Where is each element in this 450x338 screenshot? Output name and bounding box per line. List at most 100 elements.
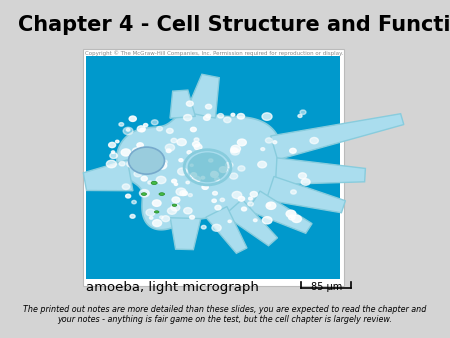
Circle shape: [286, 210, 296, 217]
Circle shape: [262, 113, 272, 120]
Circle shape: [253, 219, 257, 222]
Circle shape: [248, 202, 253, 206]
Circle shape: [211, 172, 218, 177]
Circle shape: [215, 205, 221, 210]
Circle shape: [186, 101, 194, 106]
Circle shape: [177, 139, 186, 146]
Circle shape: [123, 127, 133, 135]
Circle shape: [180, 191, 187, 196]
Circle shape: [149, 217, 153, 219]
Circle shape: [267, 203, 270, 206]
Circle shape: [238, 139, 246, 146]
Text: 85 μm: 85 μm: [310, 282, 342, 292]
Circle shape: [188, 152, 227, 182]
Polygon shape: [170, 90, 195, 118]
Circle shape: [310, 138, 318, 144]
Circle shape: [112, 151, 115, 153]
FancyBboxPatch shape: [86, 56, 340, 279]
Circle shape: [230, 148, 238, 153]
Circle shape: [127, 161, 135, 167]
Circle shape: [108, 142, 116, 148]
Circle shape: [166, 128, 173, 134]
Circle shape: [141, 176, 147, 181]
Circle shape: [212, 171, 216, 175]
Circle shape: [258, 161, 266, 168]
Circle shape: [157, 126, 162, 131]
Polygon shape: [266, 176, 346, 213]
Circle shape: [193, 142, 200, 147]
Circle shape: [129, 147, 165, 174]
Circle shape: [172, 179, 176, 183]
Circle shape: [184, 208, 192, 214]
Circle shape: [266, 138, 272, 143]
Text: Chapter 4 - Cell Structure and Function: Chapter 4 - Cell Structure and Function: [18, 15, 450, 35]
Ellipse shape: [141, 193, 147, 195]
Polygon shape: [275, 158, 365, 185]
Circle shape: [298, 173, 306, 179]
Text: amoeba, light micrograph: amoeba, light micrograph: [86, 281, 258, 293]
Ellipse shape: [151, 182, 157, 185]
Circle shape: [201, 176, 205, 179]
Circle shape: [266, 202, 276, 209]
Circle shape: [301, 179, 310, 185]
Circle shape: [140, 128, 145, 131]
Circle shape: [190, 127, 196, 132]
Circle shape: [261, 148, 265, 150]
Circle shape: [172, 197, 180, 203]
Circle shape: [206, 114, 211, 118]
Circle shape: [231, 113, 235, 116]
Circle shape: [288, 215, 295, 220]
Circle shape: [137, 143, 144, 148]
Polygon shape: [117, 110, 284, 230]
Text: The printed out notes are more detailed than these slides, you are expected to r: The printed out notes are more detailed …: [23, 305, 427, 324]
Circle shape: [228, 220, 231, 222]
Circle shape: [224, 117, 231, 123]
Circle shape: [182, 191, 188, 195]
Polygon shape: [186, 74, 219, 118]
Circle shape: [290, 148, 296, 153]
Circle shape: [160, 216, 163, 219]
Circle shape: [144, 123, 148, 127]
Circle shape: [153, 200, 161, 207]
Circle shape: [218, 114, 224, 118]
Circle shape: [165, 144, 175, 151]
FancyBboxPatch shape: [83, 49, 344, 286]
Circle shape: [219, 167, 227, 172]
Circle shape: [220, 198, 225, 201]
Circle shape: [139, 154, 146, 160]
Circle shape: [212, 224, 221, 231]
Circle shape: [106, 160, 117, 168]
Text: Copyright © The McGraw-Hill Companies, Inc. Permission required for reproduction: Copyright © The McGraw-Hill Companies, I…: [85, 51, 343, 56]
Circle shape: [157, 162, 167, 169]
Circle shape: [134, 171, 142, 177]
Circle shape: [194, 144, 202, 150]
Circle shape: [191, 173, 197, 177]
Circle shape: [237, 114, 244, 119]
Circle shape: [121, 149, 130, 156]
Circle shape: [171, 138, 177, 143]
Ellipse shape: [154, 211, 159, 213]
Circle shape: [190, 164, 193, 166]
Circle shape: [212, 199, 216, 202]
Circle shape: [140, 149, 144, 152]
Circle shape: [122, 184, 130, 190]
Circle shape: [119, 162, 125, 166]
Circle shape: [151, 120, 158, 125]
Circle shape: [238, 196, 244, 201]
Circle shape: [132, 200, 136, 204]
Circle shape: [225, 162, 233, 168]
Circle shape: [179, 159, 183, 162]
Polygon shape: [270, 114, 404, 160]
Circle shape: [187, 151, 192, 154]
Circle shape: [146, 209, 155, 216]
Circle shape: [129, 116, 136, 121]
Circle shape: [209, 159, 213, 162]
Circle shape: [148, 181, 152, 184]
Circle shape: [186, 181, 189, 184]
Circle shape: [231, 145, 240, 152]
Circle shape: [215, 177, 219, 181]
Polygon shape: [206, 207, 247, 253]
Circle shape: [119, 123, 124, 126]
Circle shape: [262, 217, 272, 224]
Circle shape: [242, 207, 247, 211]
